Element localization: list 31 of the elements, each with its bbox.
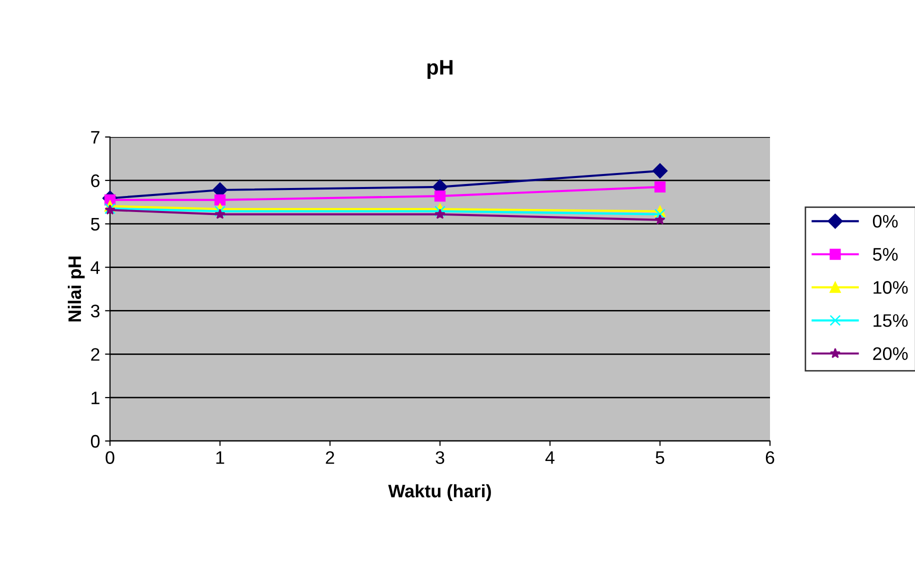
point: [654, 181, 666, 192]
x-axis-title: Waktu (hari): [388, 484, 491, 502]
legend-label: 5%: [872, 248, 898, 261]
x-tick-label: 5: [656, 451, 664, 464]
legend-label: 15%: [874, 314, 908, 327]
x-tick-label: 0: [106, 451, 114, 464]
y-tick-label: 2: [91, 348, 100, 361]
y-axis-title: Nilai pH: [68, 256, 85, 322]
x-tick-label: 1: [216, 451, 224, 464]
y-tick-label: 5: [90, 218, 100, 231]
x-tick-label: 3: [436, 451, 444, 464]
point: [654, 208, 666, 220]
point: [214, 194, 226, 206]
y-tick-label: 7: [91, 131, 100, 144]
point: [434, 190, 446, 202]
point: [652, 163, 668, 178]
point: [214, 208, 226, 219]
legend-label: 10%: [874, 281, 908, 294]
x-tick-label: 2: [326, 451, 334, 464]
point: [654, 214, 666, 225]
legend-label: 0%: [872, 214, 898, 228]
x-tick-label: 4: [545, 451, 554, 464]
chart-title: pH: [427, 60, 452, 79]
y-tick-label: 0: [90, 434, 100, 448]
y-tick-label: 4: [90, 261, 100, 274]
y-tick-label: 3: [90, 304, 100, 318]
y-tick-label: 1: [92, 392, 100, 404]
point: [434, 208, 446, 219]
legend-label: 20%: [873, 347, 908, 360]
y-tick-label: 6: [91, 174, 100, 188]
x-tick-label: 6: [766, 451, 774, 464]
